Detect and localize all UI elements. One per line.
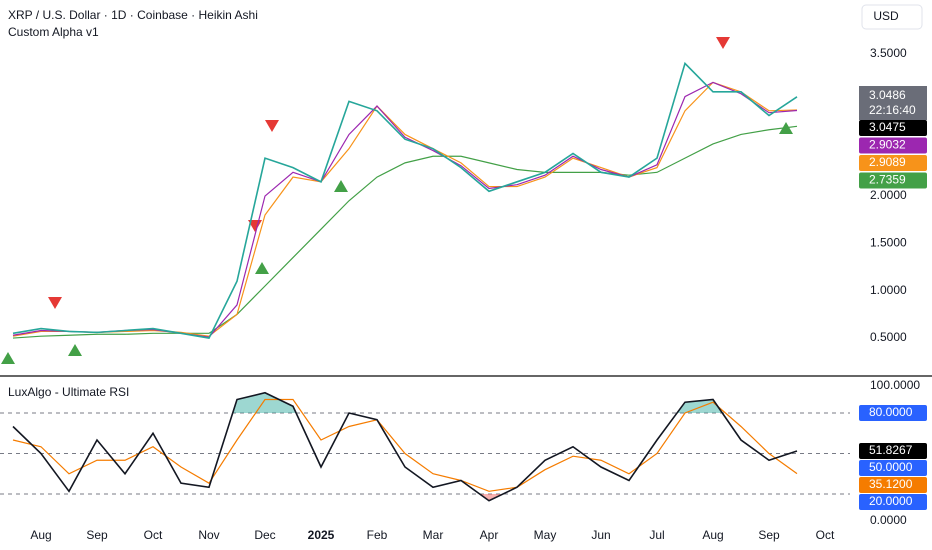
- x-tick-label: Feb: [367, 528, 388, 542]
- x-tick-label: Aug: [702, 528, 723, 542]
- value-box: [859, 494, 927, 511]
- x-tick-label: Dec: [254, 528, 275, 542]
- value-label: 35.1200: [869, 477, 913, 491]
- value-box: [859, 477, 927, 494]
- value-box: [859, 405, 927, 421]
- value-box: [859, 120, 927, 136]
- series-line: [12, 81, 798, 337]
- y-tick-label: 100.0000: [870, 378, 920, 392]
- x-tick-label: Apr: [480, 528, 499, 542]
- overbought-fill: [13, 392, 797, 413]
- x-tick-label: Sep: [758, 528, 780, 542]
- value-label: 3.0475: [869, 120, 906, 134]
- value-box: [859, 172, 927, 189]
- x-tick-label: Aug: [30, 528, 51, 542]
- value-label: 50.0000: [869, 460, 913, 474]
- value-box: [859, 443, 927, 460]
- series-line: [12, 61, 798, 339]
- y-tick-label: 0.5000: [870, 330, 907, 344]
- value-label: 51.8267: [869, 443, 913, 457]
- annotation: 3.0486: [869, 88, 906, 102]
- y-tick-label: 1.5000: [870, 236, 907, 250]
- annotation: 22:16:40: [869, 103, 916, 117]
- y-tick-label: 0.0000: [870, 513, 907, 527]
- x-tick-label: 2025: [308, 528, 335, 542]
- y-tick-label: 3.5000: [870, 46, 907, 60]
- series-line: [12, 398, 798, 492]
- currency[interactable]: USD: [873, 9, 899, 23]
- series-line: [12, 125, 798, 339]
- price-box: [859, 86, 927, 120]
- value-box: [859, 155, 927, 171]
- value-label: 20.0000: [869, 494, 913, 508]
- value-label: 2.9032: [869, 138, 906, 152]
- x-tick-label: Mar: [423, 528, 444, 542]
- x-tick-label: May: [534, 528, 557, 542]
- series-line: [12, 391, 798, 502]
- y-tick-label: 1.0000: [870, 283, 907, 297]
- chart-subtitle: Custom Alpha v1: [8, 25, 99, 39]
- value-box: [859, 137, 927, 154]
- x-tick-label: Jul: [649, 528, 664, 542]
- chart-title: XRP / U.S. Dollar · 1D · Coinbase · Heik…: [8, 8, 258, 22]
- x-tick-label: Oct: [816, 528, 835, 542]
- x-tick-label: Sep: [86, 528, 108, 542]
- x-tick-label: Oct: [144, 528, 163, 542]
- value-label: 2.7359: [869, 173, 906, 187]
- indicator-title: LuxAlgo - Ultimate RSI: [8, 385, 129, 399]
- y-tick-label: 2.0000: [870, 188, 907, 202]
- value-box: [859, 460, 927, 477]
- value-label: 2.9089: [869, 155, 906, 169]
- x-tick-label: Nov: [198, 528, 219, 542]
- value-label: 80.0000: [869, 405, 913, 419]
- x-tick-label: Jun: [591, 528, 610, 542]
- currency-button[interactable]: [861, 4, 923, 30]
